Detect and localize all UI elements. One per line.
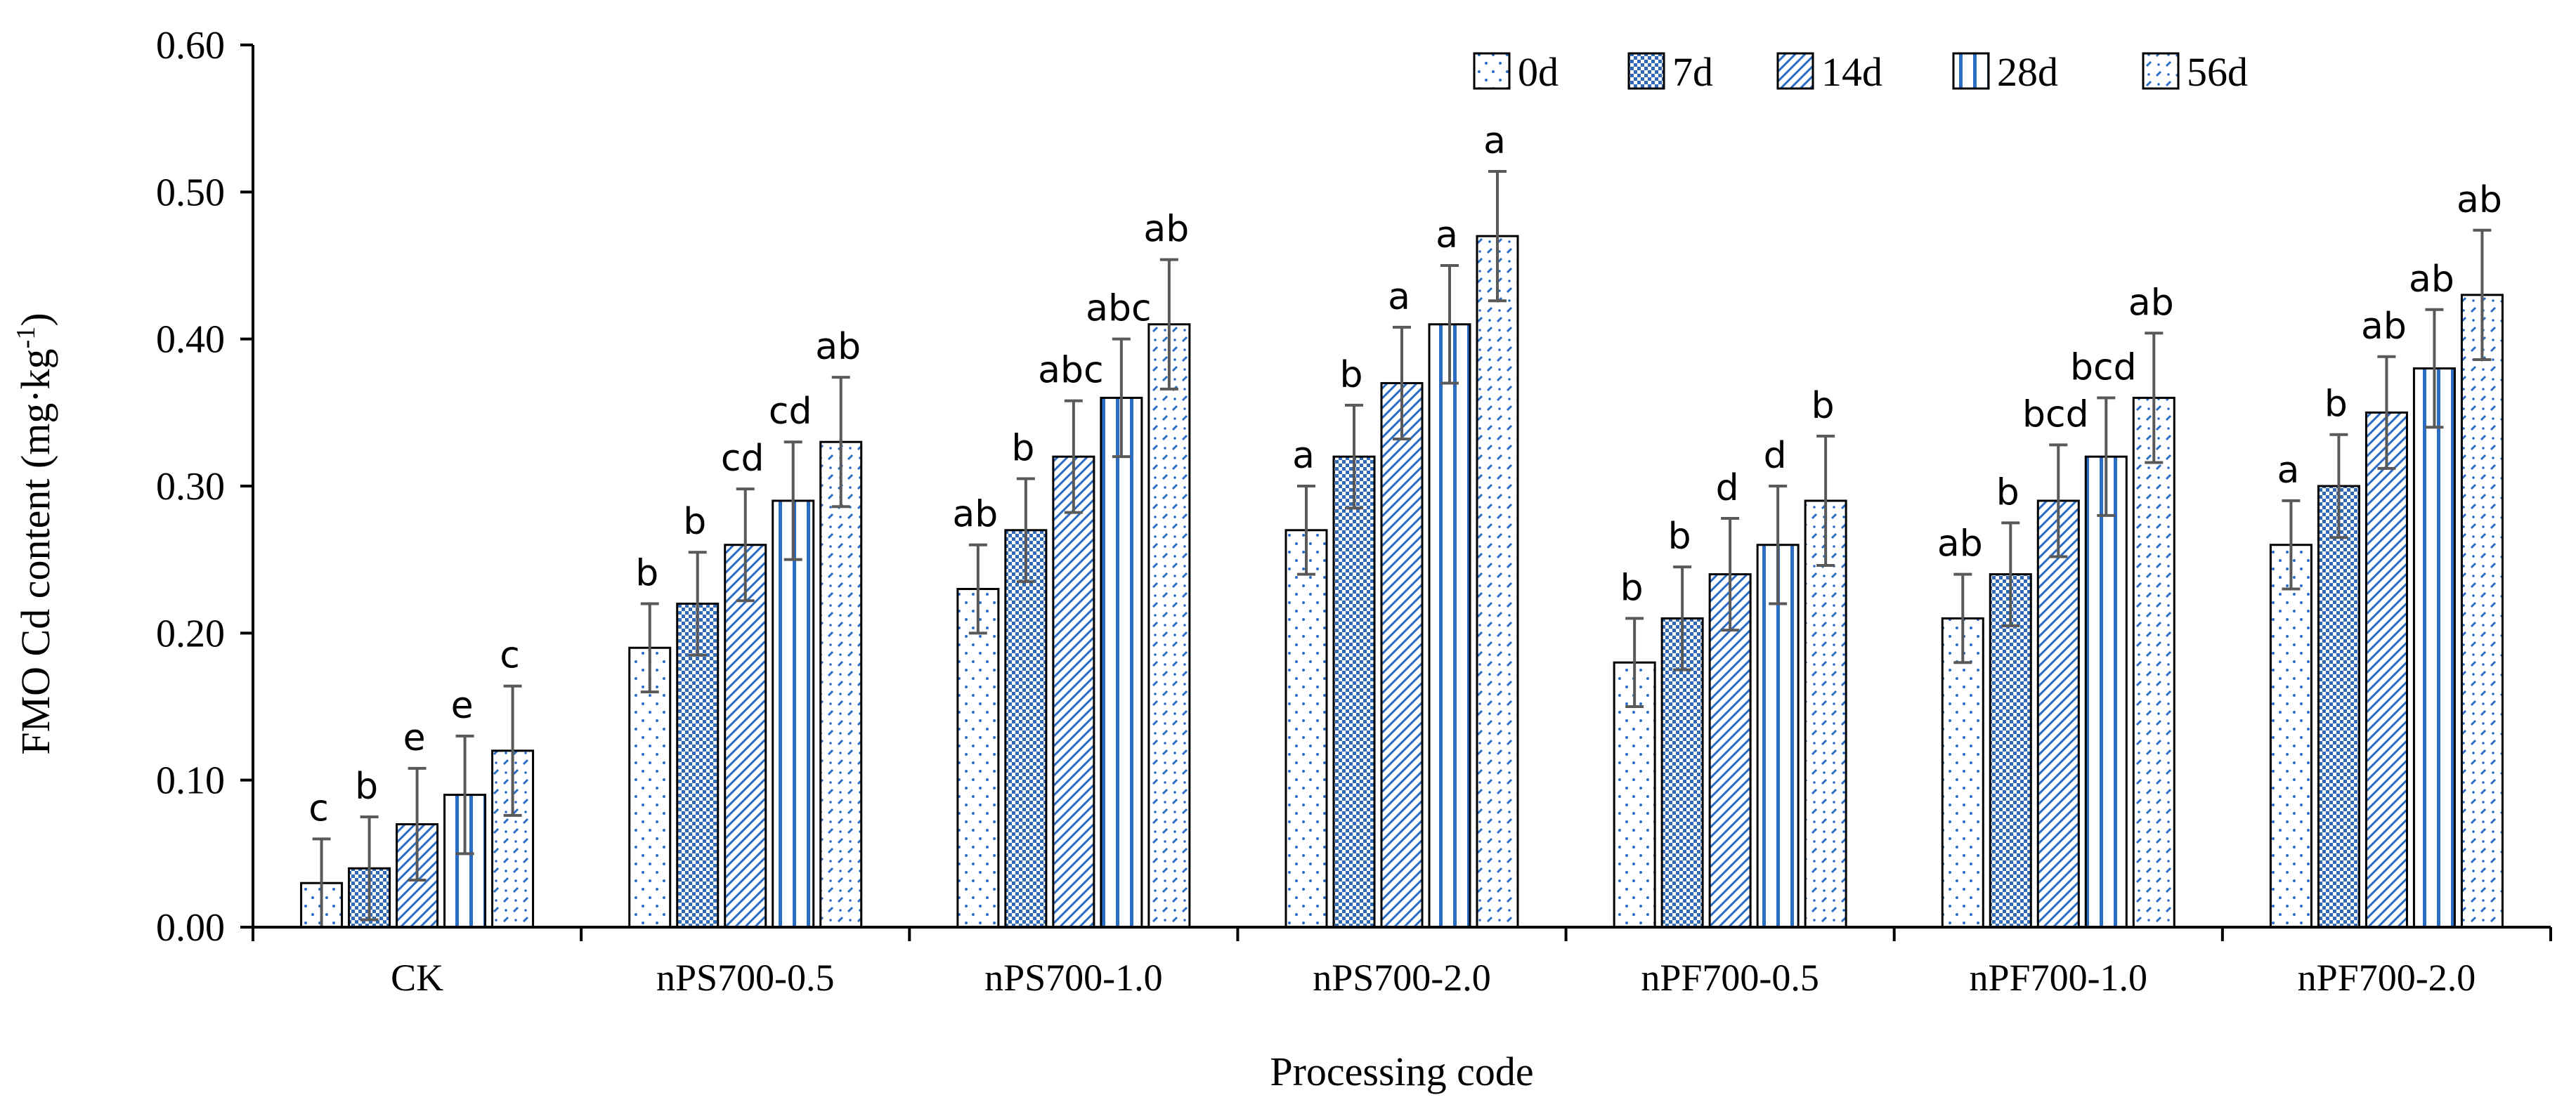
- x-tick-label: nPF700-0.5: [1641, 957, 1819, 999]
- bar: [628, 646, 672, 929]
- significance-letter: ab: [2457, 179, 2502, 221]
- bar: [2132, 396, 2175, 929]
- bar: [1989, 573, 2032, 929]
- bar: [2269, 544, 2312, 929]
- significance-letter: b: [1811, 385, 1835, 427]
- legend-label: 0d: [1518, 49, 1559, 95]
- y-tick-label: 0.50: [156, 171, 225, 214]
- y-tick-label: 0.60: [156, 24, 225, 67]
- significance-letter: b: [1996, 471, 2019, 513]
- bar: [2036, 499, 2080, 929]
- significance-letter: ab: [1937, 523, 1983, 565]
- bar: [1428, 323, 1471, 929]
- bar: [1941, 617, 1984, 929]
- bar: [1052, 455, 1095, 929]
- significance-letter: bcd: [2022, 393, 2089, 435]
- bar: [1004, 529, 1048, 929]
- bar: [1332, 455, 1376, 929]
- bar: [1708, 573, 1752, 929]
- x-axis-ticks: CK nPS700-0.5 nPS700-1.0 nPS700-2.0 nPF700-0…: [252, 927, 2552, 999]
- significance-letter: ab: [952, 494, 998, 536]
- bar: [1284, 529, 1328, 929]
- significance-letter: c: [308, 787, 329, 830]
- legend: 0d 7d 14d 28d 56d: [1473, 49, 2248, 95]
- y-axis-title-close: ): [13, 313, 58, 326]
- significance-letter: b: [1620, 567, 1644, 609]
- bar: [724, 544, 767, 929]
- x-axis-title: Processing code: [1270, 1049, 1533, 1094]
- bar: [2364, 411, 2408, 929]
- significance-letter: a: [1483, 120, 1506, 162]
- significance-letters: cbeecbbcdcdababbabcabcababaaabbddbabbbcd…: [308, 120, 2502, 830]
- legend-label: 56d: [2187, 49, 2248, 95]
- x-tick-label: nPF700-2.0: [2298, 957, 2476, 999]
- significance-letter: b: [1011, 428, 1034, 470]
- y-axis-title-main: FMO Cd content (mg·kg: [13, 348, 58, 754]
- significance-letter: e: [451, 685, 474, 727]
- significance-letter: ab: [2128, 282, 2174, 324]
- bar: [2412, 367, 2456, 929]
- x-tick-label: CK: [391, 957, 443, 999]
- bar: [1147, 323, 1191, 929]
- significance-letter: abc: [1038, 350, 1103, 392]
- legend-swatch: [1627, 52, 1665, 90]
- x-tick-label: nPS700-0.5: [656, 957, 835, 999]
- bars: [300, 235, 2504, 929]
- legend-swatch: [1473, 52, 1511, 90]
- bar: [2460, 294, 2504, 929]
- x-tick-label: nPF700-1.0: [1970, 957, 2148, 999]
- significance-letter: b: [2324, 384, 2348, 426]
- bar: [772, 499, 815, 929]
- legend-swatch: [1952, 52, 1990, 90]
- legend-swatch: [2142, 52, 2180, 90]
- x-tick-label: nPS700-2.0: [1313, 957, 1491, 999]
- significance-letter: cd: [769, 391, 812, 433]
- y-tick-label: 0.10: [156, 759, 225, 803]
- significance-letter: b: [1668, 516, 1691, 558]
- significance-letter: ab: [2409, 258, 2454, 301]
- significance-letter: cd: [721, 438, 765, 480]
- y-axis-title: FMO Cd content (mg·kg-1): [11, 313, 58, 754]
- bar: [2084, 455, 2128, 929]
- significance-letter: bcd: [2070, 346, 2137, 388]
- significance-letter: b: [1339, 354, 1362, 396]
- y-tick-label: 0.30: [156, 465, 225, 509]
- significance-letter: b: [355, 766, 378, 808]
- legend-label: 28d: [1997, 49, 2058, 95]
- legend-label: 14d: [1821, 49, 1882, 95]
- y-tick-label: 0.40: [156, 318, 225, 362]
- significance-letter: c: [500, 635, 520, 677]
- significance-letter: a: [1292, 435, 1315, 477]
- bar: [2317, 485, 2360, 929]
- y-tick-label: 0.20: [156, 612, 225, 655]
- y-axis-title-superscript: -1: [11, 327, 41, 349]
- significance-letter: ab: [815, 326, 861, 368]
- significance-letter: b: [635, 552, 658, 594]
- y-axis-ticks: 0.00 0.10 0.20 0.30 0.40 0.50 0.60: [156, 24, 253, 950]
- significance-letter: ab: [1143, 209, 1189, 251]
- legend-label: 7d: [1672, 49, 1713, 95]
- significance-letter: abc: [1086, 288, 1151, 330]
- bar: [1476, 235, 1519, 929]
- significance-letter: a: [2277, 450, 2299, 492]
- error-bars: [312, 170, 2492, 929]
- bar: [1100, 396, 1143, 929]
- bar: [676, 602, 720, 929]
- legend-swatch: [1776, 52, 1814, 90]
- bar: [956, 588, 1000, 929]
- bar: [1380, 381, 1424, 929]
- y-tick-label: 0.00: [156, 906, 225, 950]
- significance-letter: a: [1388, 276, 1410, 318]
- bar: [819, 440, 863, 929]
- significance-letter: e: [403, 717, 426, 759]
- significance-letter: a: [1436, 214, 1458, 256]
- significance-letter: b: [683, 501, 706, 543]
- significance-letter: d: [1764, 435, 1787, 477]
- significance-letter: d: [1716, 467, 1739, 509]
- significance-letter: ab: [2361, 306, 2407, 348]
- x-tick-label: nPS700-1.0: [984, 957, 1163, 999]
